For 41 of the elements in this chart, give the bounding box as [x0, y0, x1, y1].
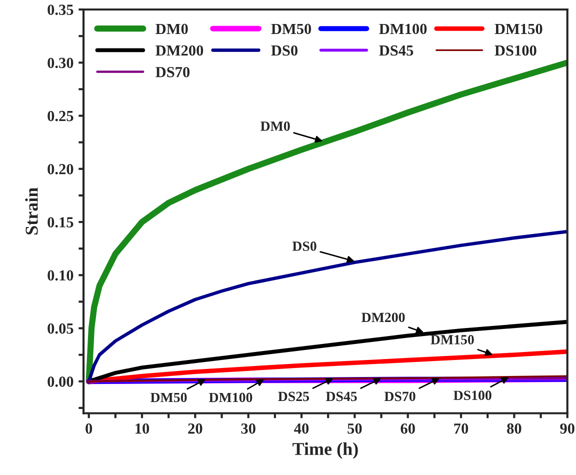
x-tick-label: 90	[560, 423, 574, 434]
x-tick-label: 0	[86, 423, 92, 434]
annotation: DS100	[454, 390, 492, 400]
annotation: DM0	[260, 121, 290, 131]
annotation: DS25	[278, 392, 309, 402]
annotation: DS70	[384, 392, 416, 402]
legend-label: DM150	[494, 24, 542, 34]
annotation: DS0	[292, 242, 316, 251]
legend-label: DM200	[156, 45, 204, 56]
legend-label: DS100	[494, 45, 536, 56]
x-tick-label: 70	[454, 423, 468, 434]
annotation: DS45	[326, 392, 357, 402]
x-tick-label: 80	[507, 423, 522, 434]
annotation: DM50	[150, 392, 187, 402]
legend-label: DS0	[271, 45, 298, 56]
line-series	[87, 230, 568, 384]
y-tick-label: 0.00	[48, 376, 74, 387]
y-tick-label: 0.15	[48, 217, 74, 228]
x-tick-label: 60	[400, 423, 415, 434]
legend-label: DM0	[156, 24, 188, 34]
x-tick-label: 30	[241, 423, 256, 434]
legend-label: DS70	[156, 66, 190, 78]
y-tick-label: 0.35	[48, 4, 74, 16]
legend-label: DM50	[271, 24, 312, 34]
y-tick-label: 0.10	[48, 270, 74, 281]
x-tick-label: 10	[136, 423, 150, 434]
legend-label: DS45	[379, 45, 414, 56]
x-axis-title: Time (h)	[292, 442, 358, 459]
x-tick-label: 40	[294, 423, 309, 434]
y-axis-title: Strain	[25, 188, 38, 234]
x-tick-label: 50	[348, 423, 362, 434]
y-tick-label: 0.30	[48, 58, 74, 68]
y-tick-label: 0.25	[48, 110, 74, 122]
y-tick-label: 0.20	[48, 164, 74, 174]
annotation: DM100	[208, 392, 252, 402]
y-tick-label: 0.05	[48, 323, 74, 334]
x-tick-label: 20	[188, 423, 202, 434]
line-series	[86, 349, 568, 384]
annotation: DM150	[430, 335, 474, 344]
legend-label: DM100	[379, 24, 427, 34]
annotation: DM200	[362, 312, 405, 322]
